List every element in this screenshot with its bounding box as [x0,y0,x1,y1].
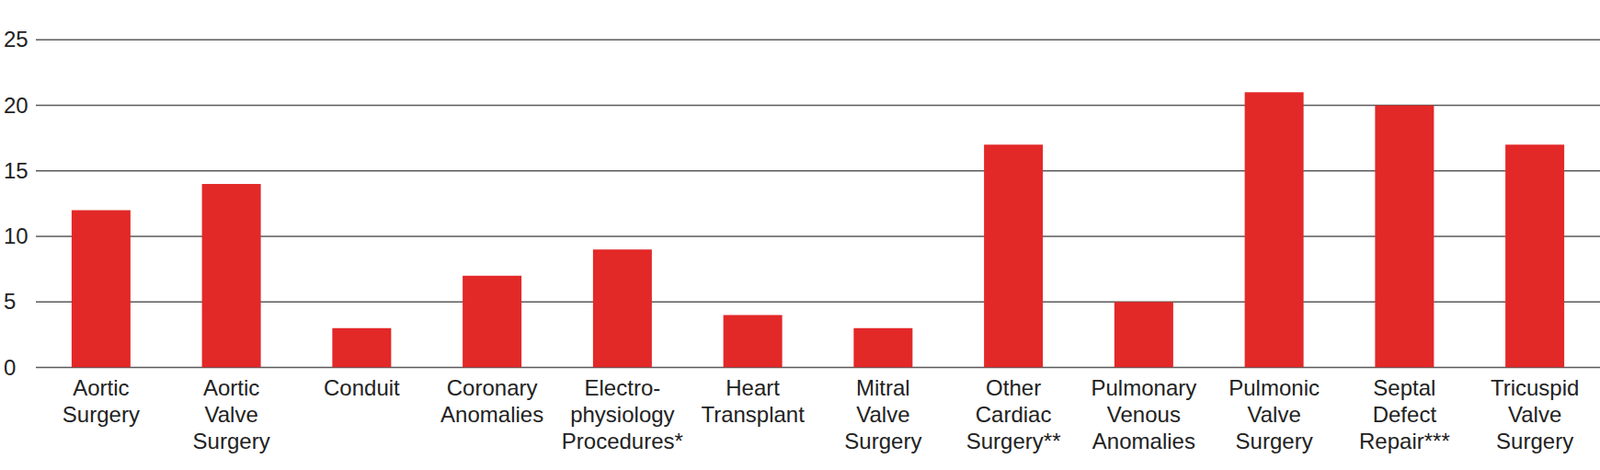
y-tick-label: 10 [3,223,29,249]
bar [202,183,262,367]
x-tick-label: HeartTransplant [700,375,805,427]
x-tick-label: OtherCardiacSurgery** [966,375,1062,454]
y-tick-label: 15 [3,158,29,183]
x-tick-label: SeptalDefectRepair*** [1359,375,1451,454]
x-tick-label: AorticValveSurgery [193,375,271,454]
bar [723,315,783,368]
bar [1374,105,1434,368]
x-tick-label: MitralValveSurgery [844,375,922,454]
grid-line [35,104,1600,107]
grid-line [35,366,1600,369]
x-tick-label: CoronaryAnomalies [440,375,544,427]
x-tick-label: Conduit [323,375,400,400]
grid [35,39,1600,367]
bar [331,328,391,368]
y-tick-label: 25 [3,26,29,52]
grid-line [35,170,1600,172]
bar [462,275,522,368]
bar [1245,91,1304,367]
grid-line [35,235,1600,238]
bar [983,144,1043,367]
x-tick-label: AorticSurgery [62,375,140,427]
y-tick-label: 5 [3,288,16,314]
bar [1505,144,1565,367]
x-tick-label: TricuspidValveSurgery [1490,375,1579,454]
x-tick-label: PulmonaryVenousAnomalies [1091,375,1198,454]
x-tick-label: Electro-physiologyProcedures* [561,375,684,454]
x-tick-label: PulmonicValveSurgery [1228,375,1320,454]
chart-container: 0 5 10 15 20 25 AorticSurgery AorticValveSurger… [0,0,1600,470]
bars [71,91,1565,367]
bar [593,249,652,367]
grid-line [35,300,1600,303]
y-tick-label: 20 [3,92,29,118]
bar [1114,301,1174,367]
y-tick-label: 0 [3,354,16,380]
bar [853,328,913,368]
bar [71,210,131,368]
grid-line [35,38,1600,41]
chart-svg: 0 5 10 15 20 25 AorticSurgery AorticValveSurger… [0,0,1600,470]
